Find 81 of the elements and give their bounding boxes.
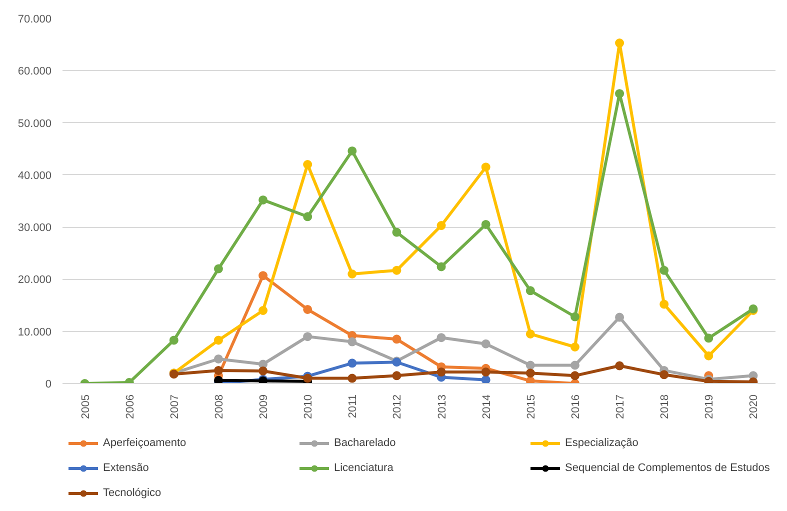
point [481, 368, 490, 377]
point [258, 195, 268, 204]
legend-label: Bacharelado [334, 436, 397, 450]
point [526, 376, 535, 384]
point [214, 366, 223, 375]
point [348, 374, 357, 383]
point [526, 286, 535, 296]
point [348, 337, 357, 346]
y-tick-label: 0 [45, 378, 52, 390]
legend-label: Aperfeiçoamento [103, 436, 188, 450]
x-tick-label: 2008 [213, 394, 226, 419]
point [258, 306, 268, 315]
point [258, 271, 268, 280]
point [481, 220, 490, 229]
y-tick-label: 40.000 [18, 170, 52, 182]
point [615, 312, 624, 322]
x-tick-label: 2011 [347, 394, 360, 418]
x-tick-label: 2007 [168, 394, 181, 419]
y-tick-label: 60.000 [18, 66, 52, 78]
point [526, 368, 535, 378]
legend-label: Extensão [103, 461, 150, 475]
x-tick-label: 2013 [436, 394, 448, 419]
legend-label: Especialização [565, 436, 640, 450]
legend-label: Tecnológico [103, 486, 162, 500]
y-tick-label: 50.000 [18, 118, 52, 130]
point [481, 339, 490, 348]
legend-label: Licenciatura [334, 461, 394, 475]
x-tick-label: 2012 [392, 394, 404, 419]
point [660, 266, 669, 275]
point [303, 332, 312, 342]
point [214, 336, 223, 345]
point [570, 312, 580, 322]
point [660, 300, 669, 309]
x-tick-label: 2017 [614, 394, 627, 419]
x-tick-label: 2019 [704, 394, 716, 419]
point [570, 360, 580, 370]
point [481, 162, 490, 172]
point [214, 354, 223, 364]
point [526, 360, 535, 370]
x-tick-label: 2016 [570, 394, 582, 419]
point [481, 375, 490, 384]
point [258, 366, 268, 376]
point [303, 304, 312, 314]
x-tick-label: 2006 [124, 394, 136, 419]
y-tick-label: 70.000 [18, 14, 52, 26]
legend-label: Sequencial de Complementos de Estudos [565, 461, 770, 475]
point [392, 266, 402, 275]
x-tick-label: 2020 [748, 394, 760, 419]
x-tick-label: 2005 [80, 394, 92, 419]
point [348, 358, 357, 368]
point [570, 342, 580, 352]
point [303, 212, 312, 222]
point [214, 264, 223, 274]
point [615, 361, 624, 370]
y-tick-label: 30.000 [18, 222, 52, 234]
x-tick-label: 2015 [525, 394, 538, 419]
point [436, 333, 446, 342]
point [436, 221, 446, 230]
point [704, 334, 714, 343]
y-tick-label: 10.000 [18, 326, 52, 338]
x-tick-label: 2009 [258, 394, 270, 419]
point [169, 336, 178, 345]
point [436, 262, 446, 272]
point [392, 371, 402, 380]
point [436, 368, 446, 377]
point [214, 376, 223, 384]
point [392, 228, 402, 237]
x-tick-label: 2018 [659, 394, 672, 419]
point [348, 270, 357, 278]
point [526, 329, 535, 338]
x-tick-label: 2014 [480, 394, 493, 419]
point [303, 160, 312, 169]
point [615, 89, 624, 98]
x-tick-label: 2010 [302, 394, 315, 419]
point [660, 370, 669, 380]
point [615, 38, 624, 48]
point [704, 351, 714, 360]
point [570, 371, 580, 380]
y-tick-label: 20.000 [18, 274, 52, 286]
point [348, 146, 357, 156]
point [392, 334, 402, 344]
